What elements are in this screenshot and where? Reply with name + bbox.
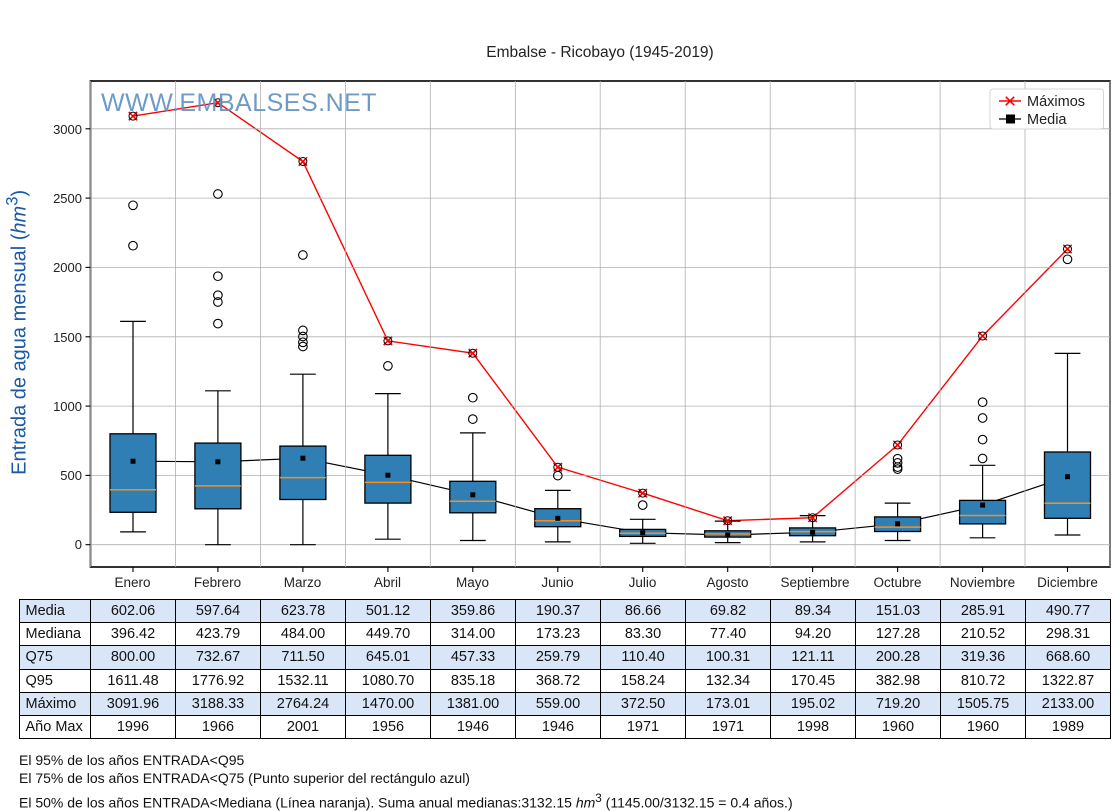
svg-text:Máximos: Máximos (1027, 94, 1085, 110)
svg-text:Media: Media (1027, 112, 1067, 128)
